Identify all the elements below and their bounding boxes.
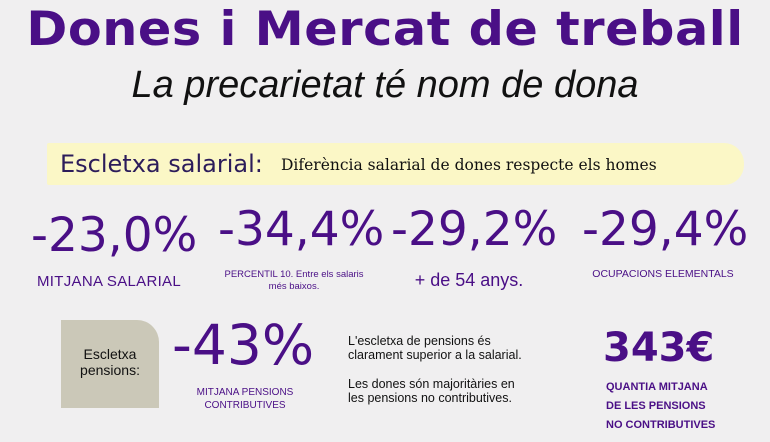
page-subtitle: La precarietat té nom de dona xyxy=(131,64,639,106)
stat-occupation-caption: OCUPACIONS ELEMENTALS xyxy=(592,268,734,280)
page-title: Dones i Mercat de treball xyxy=(26,2,744,57)
salary-gap-band xyxy=(47,143,744,185)
pension-gap-box xyxy=(61,320,159,408)
pension-note-1: L'escletxa de pensions és clarament supe… xyxy=(348,334,522,362)
pension-gap-value: -43% xyxy=(172,313,315,377)
salary-gap-description: Diferència salarial de dones respecte el… xyxy=(281,156,657,174)
stat-occupation-value: -29,4% xyxy=(582,202,749,257)
stat-percentile-caption: PERCENTIL 10. Entre els salaris més baix… xyxy=(224,269,364,292)
stat-average-caption: MITJANA SALARIAL xyxy=(36,273,181,290)
non-contributory-amount: 343€ xyxy=(603,325,715,371)
pension-gap-caption: MITJANA PENSIONS CONTRIBUTIVES xyxy=(196,387,294,411)
salary-gap-label: Escletxa salarial: xyxy=(60,150,263,178)
non-contributory-caption: QUANTIA MITJANA DE LES PENSIONS NO CONTR… xyxy=(606,381,716,431)
stat-average-value: -23,0% xyxy=(31,208,198,263)
stat-age-caption: + de 54 anys. xyxy=(414,270,524,290)
pension-gap-label: Escletxa pensions: xyxy=(80,346,140,378)
stat-percentile-value: -34,4% xyxy=(218,202,385,257)
pension-note-2: Les dones són majoritàries en les pensio… xyxy=(348,377,515,405)
stat-age-value: -29,2% xyxy=(391,202,558,257)
